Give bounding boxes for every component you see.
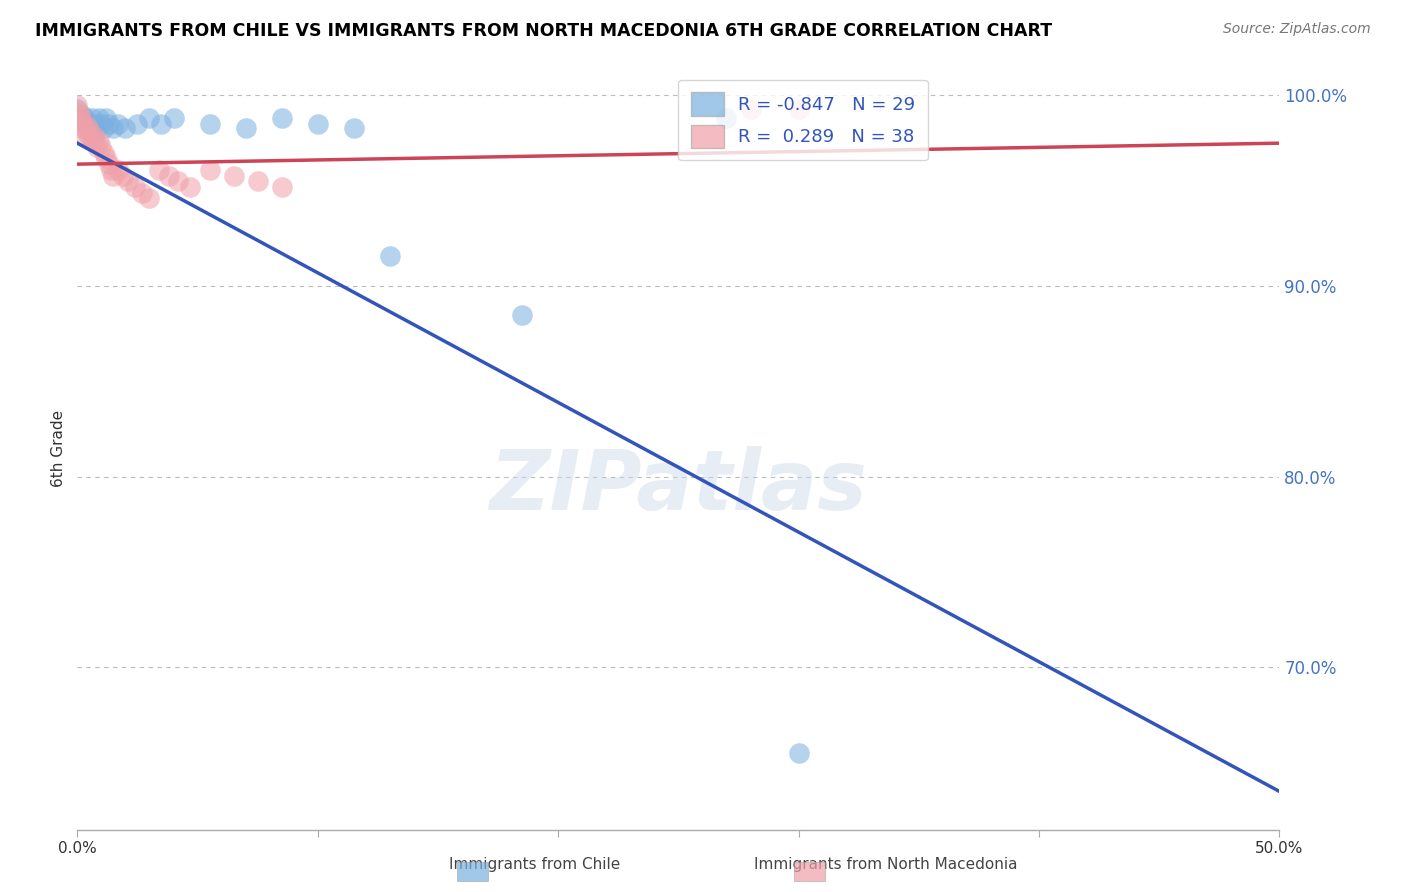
Point (235, 120, 257, 135)
Point (73, 128, 96, 143)
Point (76, 119, 98, 133)
Point (79, 123, 101, 137)
Point (107, 162, 129, 177)
Point (270, 180, 292, 194)
Point (114, 120, 136, 135)
Point (80, 134, 103, 148)
Point (90, 117, 112, 131)
Point (66, 102, 89, 116)
Point (97, 157, 120, 171)
Point (307, 117, 329, 131)
Point (66, 98, 89, 112)
Point (138, 191, 160, 205)
Point (79, 120, 101, 135)
Point (716, 112, 738, 126)
Point (79, 128, 101, 143)
Point (124, 180, 146, 194)
Point (198, 117, 221, 131)
Point (150, 117, 173, 131)
Point (96, 152, 118, 166)
Point (69, 107, 91, 121)
Legend: R = -0.847   N = 29, R =  0.289   N = 38: R = -0.847 N = 29, R = 0.289 N = 38 (679, 79, 928, 161)
Point (198, 162, 221, 177)
Y-axis label: 6th Grade: 6th Grade (51, 409, 66, 487)
Point (76, 117, 98, 131)
Point (138, 112, 160, 126)
Point (73, 112, 96, 126)
Point (96, 112, 118, 126)
Point (83, 117, 105, 131)
Point (97, 117, 120, 131)
Point (93, 145, 115, 160)
Point (740, 102, 762, 116)
Point (90, 140, 112, 154)
Point (510, 308, 533, 322)
Point (179, 180, 201, 194)
Point (787, 746, 810, 760)
Point (343, 120, 366, 135)
Point (131, 186, 153, 200)
Point (103, 120, 125, 135)
Point (83, 128, 105, 143)
Point (93, 120, 115, 135)
Point (69, 112, 91, 126)
Point (107, 117, 129, 131)
Text: Immigrants from Chile: Immigrants from Chile (449, 857, 620, 872)
Point (246, 174, 269, 188)
Point (73, 123, 96, 137)
Text: Source: ZipAtlas.com: Source: ZipAtlas.com (1223, 22, 1371, 37)
Point (270, 112, 292, 126)
Point (103, 169, 125, 183)
Point (70, 107, 93, 121)
Point (86, 140, 108, 154)
Point (127, 117, 149, 131)
Point (83, 134, 105, 148)
Point (148, 162, 170, 177)
Point (117, 174, 139, 188)
Text: ZIPatlas: ZIPatlas (489, 446, 868, 527)
Point (222, 169, 245, 183)
Point (157, 169, 180, 183)
Point (80, 112, 103, 126)
Point (167, 174, 190, 188)
Point (111, 169, 134, 183)
Point (100, 162, 122, 177)
Point (70, 119, 93, 133)
Point (86, 120, 108, 135)
Text: Immigrants from North Macedonia: Immigrants from North Macedonia (754, 857, 1018, 872)
Point (70, 115, 93, 129)
Point (66, 103, 89, 118)
Point (87, 134, 110, 148)
Point (162, 112, 184, 126)
Point (787, 102, 810, 116)
Point (87, 112, 110, 126)
Text: IMMIGRANTS FROM CHILE VS IMMIGRANTS FROM NORTH MACEDONIA 6TH GRADE CORRELATION C: IMMIGRANTS FROM CHILE VS IMMIGRANTS FROM… (35, 22, 1052, 40)
Point (378, 249, 401, 263)
